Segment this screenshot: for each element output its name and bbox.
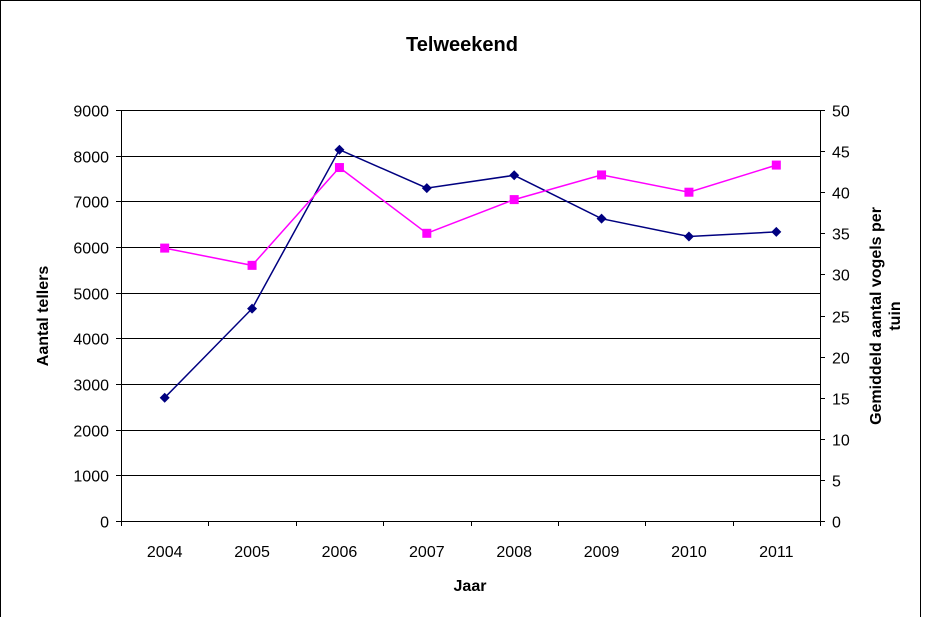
- y-axis-right-title-line2: tuin: [887, 301, 904, 330]
- y-right-tick-label: 30: [832, 268, 850, 285]
- y-right-tick-label: 45: [832, 145, 850, 162]
- x-tick-label: 2009: [584, 544, 620, 561]
- series-layer: [159, 144, 782, 403]
- series-2-point: [247, 260, 257, 270]
- x-tick-label: 2005: [234, 544, 270, 561]
- y-right-tick-label: 0: [832, 515, 841, 532]
- x-tick-label: 2008: [496, 544, 532, 561]
- y-axis-right-title-line1: Gemiddeld aantal vogels per: [868, 207, 885, 425]
- y-right-tick-label: 35: [832, 227, 850, 244]
- y-left-tick-label: 0: [100, 515, 109, 532]
- tick-labels: 0 1000 2000 3000 4000 5000 6000 7000 8000 9000 0 5 1…: [73, 104, 849, 562]
- y-left-tick-label: 2000: [73, 424, 109, 441]
- series-1-point: [159, 392, 170, 403]
- series-2-point: [509, 195, 519, 205]
- series-1-point: [509, 170, 520, 181]
- y-left-tick-label: 8000: [73, 150, 109, 167]
- series-2-point: [422, 228, 432, 238]
- series-1-point: [771, 226, 782, 237]
- y-left-tick-label: 7000: [73, 195, 109, 212]
- y-right-tick-label: 25: [832, 310, 850, 327]
- series-1-line: [164, 148, 777, 399]
- series-1-point: [596, 213, 607, 224]
- y-left-tick-label: 1000: [73, 469, 109, 486]
- grid-layer: [121, 110, 820, 476]
- series-2-point: [334, 163, 344, 173]
- y-right-tick-label: 40: [832, 186, 850, 203]
- x-tick-label: 2010: [671, 544, 707, 561]
- y-right-tick-label: 15: [832, 392, 850, 409]
- y-left-tick-label: 5000: [73, 287, 109, 304]
- x-tick-label: 2004: [147, 544, 183, 561]
- y-left-tick-label: 6000: [73, 241, 109, 258]
- series-2-point: [597, 170, 607, 180]
- y-right-tick-label: 10: [832, 433, 850, 450]
- x-tick-label: 2011: [759, 544, 794, 561]
- series-1-point: [421, 183, 432, 194]
- y-left-tick-label: 4000: [73, 332, 109, 349]
- series-2-point: [771, 160, 781, 170]
- series-2-point: [684, 187, 694, 197]
- y-right-tick-label: 50: [832, 104, 850, 121]
- chart-title: Telweekend: [406, 34, 518, 56]
- series-2-line: [164, 164, 777, 267]
- axes-layer: [116, 110, 825, 526]
- series-2-point: [160, 243, 170, 253]
- series-1-point: [334, 144, 345, 155]
- x-axis-title: Jaar: [454, 578, 487, 595]
- series-1-point: [683, 231, 694, 242]
- y-left-tick-label: 3000: [73, 378, 109, 395]
- y-axis-left-title: Aantal tellers: [35, 266, 52, 367]
- series-1-point: [247, 303, 258, 314]
- y-right-tick-label: 20: [832, 351, 850, 368]
- y-left-tick-label: 9000: [73, 104, 109, 121]
- x-tick-label: 2007: [409, 544, 445, 561]
- y-right-tick-label: 5: [832, 474, 841, 491]
- x-tick-label: 2006: [322, 544, 358, 561]
